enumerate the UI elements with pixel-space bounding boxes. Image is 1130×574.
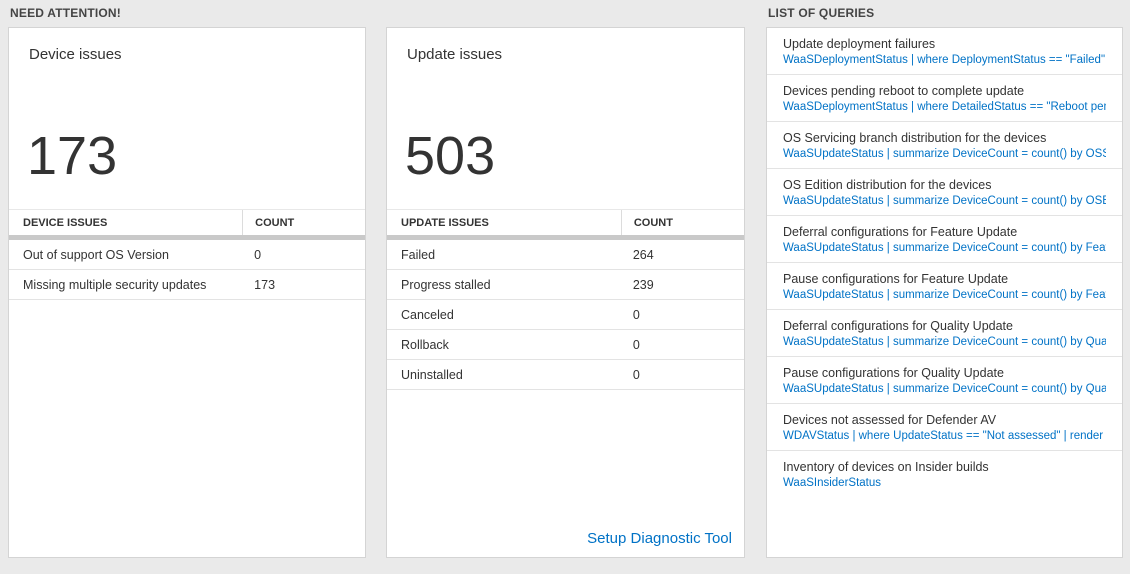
table-header-divider bbox=[9, 235, 365, 240]
query-text[interactable]: WaaSUpdateStatus | summarize DeviceCount… bbox=[783, 289, 1106, 301]
queries-card: Update deployment failures WaaSDeploymen… bbox=[766, 27, 1123, 558]
need-attention-header: NEED ATTENTION! bbox=[10, 6, 121, 20]
query-list: Update deployment failures WaaSDeploymen… bbox=[767, 28, 1122, 497]
device-issues-title: Device issues bbox=[29, 46, 122, 63]
query-text[interactable]: WaaSUpdateStatus | summarize DeviceCount… bbox=[783, 242, 1106, 254]
list-item[interactable]: Inventory of devices on Insider builds W… bbox=[767, 451, 1122, 497]
table-row[interactable]: Uninstalled 0 bbox=[387, 360, 744, 390]
list-item[interactable]: Pause configurations for Feature Update … bbox=[767, 263, 1122, 310]
query-text[interactable]: WaaSUpdateStatus | summarize DeviceCount… bbox=[783, 195, 1106, 207]
list-of-queries-header: LIST OF QUERIES bbox=[768, 6, 875, 20]
row-label: Canceled bbox=[401, 307, 454, 322]
query-title: Deferral configurations for Quality Upda… bbox=[783, 319, 1013, 333]
query-text[interactable]: WaaSUpdateStatus | summarize DeviceCount… bbox=[783, 336, 1106, 348]
row-count: 264 bbox=[632, 247, 654, 262]
query-title: Inventory of devices on Insider builds bbox=[783, 460, 989, 474]
query-title: Pause configurations for Feature Update bbox=[783, 272, 1009, 286]
table-row[interactable]: Failed 264 bbox=[387, 240, 744, 270]
list-item[interactable]: Deferral configurations for Quality Upda… bbox=[767, 310, 1122, 357]
query-text[interactable]: WaaSUpdateStatus | summarize DeviceCount… bbox=[783, 383, 1106, 395]
list-item[interactable]: Devices not assessed for Defender AV WDA… bbox=[767, 404, 1122, 451]
device-issues-count: 173 bbox=[27, 126, 118, 186]
table-row[interactable]: Progress stalled 239 bbox=[387, 270, 744, 300]
query-title: OS Edition distribution for the devices bbox=[783, 178, 992, 192]
setup-diagnostic-tool-link[interactable]: Setup Diagnostic Tool bbox=[587, 530, 732, 547]
list-item[interactable]: Update deployment failures WaaSDeploymen… bbox=[767, 28, 1122, 75]
device-issues-table-header: DEVICE ISSUES COUNT bbox=[9, 209, 365, 235]
row-label: Missing multiple security updates bbox=[23, 277, 207, 292]
table-header-divider bbox=[387, 235, 744, 240]
update-issues-header-count: COUNT bbox=[620, 210, 744, 235]
query-title: OS Servicing branch distribution for the… bbox=[783, 131, 1047, 145]
table-row[interactable]: Rollback 0 bbox=[387, 330, 744, 360]
query-text[interactable]: WaaSDeploymentStatus | where DeploymentS… bbox=[783, 54, 1106, 66]
table-row[interactable]: Canceled 0 bbox=[387, 300, 744, 330]
query-text[interactable]: WaaSInsiderStatus bbox=[783, 477, 882, 489]
row-count: 0 bbox=[632, 367, 640, 382]
device-issues-card: Device issues 173 DEVICE ISSUES COUNT Ou… bbox=[8, 27, 366, 558]
device-issues-table: DEVICE ISSUES COUNT Out of support OS Ve… bbox=[9, 209, 365, 300]
list-item[interactable]: Deferral configurations for Feature Upda… bbox=[767, 216, 1122, 263]
row-label: Failed bbox=[401, 247, 436, 262]
list-item[interactable]: Devices pending reboot to complete updat… bbox=[767, 75, 1122, 122]
update-issues-title: Update issues bbox=[407, 46, 503, 63]
row-count: 0 bbox=[632, 307, 640, 322]
device-issues-header-label: DEVICE ISSUES bbox=[23, 216, 108, 229]
update-issues-header-label: UPDATE ISSUES bbox=[401, 216, 489, 229]
query-title: Deferral configurations for Feature Upda… bbox=[783, 225, 1018, 239]
query-title: Pause configurations for Quality Update bbox=[783, 366, 1004, 380]
row-label: Rollback bbox=[401, 337, 449, 352]
list-item[interactable]: OS Servicing branch distribution for the… bbox=[767, 122, 1122, 169]
update-issues-table-header: UPDATE ISSUES COUNT bbox=[387, 209, 744, 235]
query-title: Update deployment failures bbox=[783, 37, 936, 51]
device-issues-header-count: COUNT bbox=[242, 210, 365, 235]
row-count: 239 bbox=[632, 277, 654, 292]
query-text[interactable]: WaaSDeploymentStatus | where DetailedSta… bbox=[783, 101, 1106, 113]
list-item[interactable]: OS Edition distribution for the devices … bbox=[767, 169, 1122, 216]
row-count: 173 bbox=[254, 277, 276, 292]
list-item[interactable]: Pause configurations for Quality Update … bbox=[767, 357, 1122, 404]
table-row[interactable]: Out of support OS Version 0 bbox=[9, 240, 365, 270]
row-label: Uninstalled bbox=[401, 367, 463, 382]
query-title: Devices not assessed for Defender AV bbox=[783, 413, 997, 427]
update-issues-card: Update issues 503 UPDATE ISSUES COUNT Fa… bbox=[386, 27, 745, 558]
row-count: 0 bbox=[632, 337, 640, 352]
row-label: Out of support OS Version bbox=[23, 247, 169, 262]
update-issues-count: 503 bbox=[405, 126, 496, 186]
query-text[interactable]: WaaSUpdateStatus | summarize DeviceCount… bbox=[783, 148, 1106, 160]
update-issues-table: UPDATE ISSUES COUNT Failed 264 Progress … bbox=[387, 209, 744, 390]
query-title: Devices pending reboot to complete updat… bbox=[783, 84, 1025, 98]
query-text[interactable]: WDAVStatus | where UpdateStatus == "Not … bbox=[783, 430, 1106, 442]
table-row[interactable]: Missing multiple security updates 173 bbox=[9, 270, 365, 300]
row-count: 0 bbox=[254, 247, 262, 262]
row-label: Progress stalled bbox=[401, 277, 491, 292]
